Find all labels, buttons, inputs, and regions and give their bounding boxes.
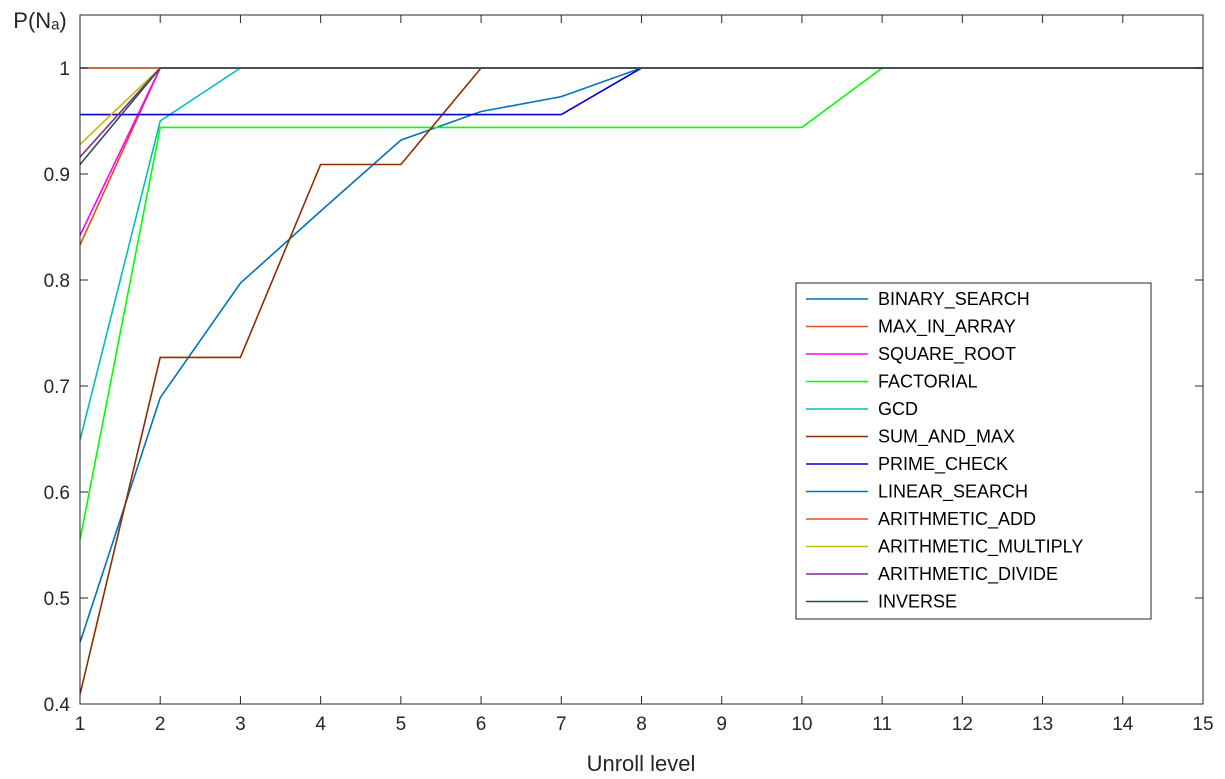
- series-layer: [79, 67, 1203, 695]
- x-tick-label: 14: [1112, 714, 1134, 735]
- series-line-prime-check: [80, 67, 1203, 116]
- x-tick-label: 6: [476, 714, 487, 735]
- x-tick-label: 11: [872, 714, 892, 735]
- y-tick-label: 1: [59, 59, 70, 80]
- series-line-arithmetic-divide: [79, 67, 1203, 158]
- legend-box: [795, 282, 1152, 620]
- y-tick-label: 0.8: [44, 271, 70, 292]
- series-line-inverse: [79, 67, 1203, 166]
- y-tick-label: 0.6: [44, 483, 70, 504]
- legend: BINARY_SEARCH MAX_IN_ARRAY SQUARE_ROOT FACT…: [795, 282, 1152, 620]
- x-tick-label: 5: [396, 714, 407, 735]
- x-tick-label: 12: [952, 714, 973, 735]
- y-tick-label: 0.7: [44, 377, 70, 398]
- y-tick-label: 0.4: [44, 695, 71, 716]
- x-tick-label: 10: [791, 714, 812, 735]
- y-tick-label: 0.9: [44, 165, 70, 186]
- legend-entry-label: GCD: [878, 399, 918, 419]
- x-tick-label: 3: [235, 714, 246, 735]
- legend-entry-label: FACTORIAL: [878, 372, 978, 392]
- x-tick-label: 1: [75, 714, 86, 735]
- series-line-square-root: [79, 67, 1203, 236]
- legend-entry-label: BINARY_SEARCH: [878, 289, 1030, 310]
- x-tick-label: 8: [636, 714, 647, 735]
- x-axis-title: Unroll level: [587, 751, 696, 776]
- x-axis: 1 2 3 4 5 6 7 8 9 10 11 12 13 14 15: [75, 15, 1214, 735]
- legend-entry-label: SUM_AND_MAX: [878, 427, 1015, 448]
- y-tick-label: 0.5: [44, 589, 70, 610]
- x-tick-label: 7: [556, 714, 567, 735]
- legend-entry-label: PRIME_CHECK: [878, 454, 1008, 475]
- legend-entry-label: SQUARE_ROOT: [878, 344, 1016, 365]
- legend-entry-label: MAX_IN_ARRAY: [878, 317, 1016, 338]
- legend-entry-label: ARITHMETIC_MULTIPLY: [878, 537, 1083, 558]
- x-tick-label: 15: [1192, 714, 1213, 735]
- x-tick-label: 4: [315, 714, 326, 735]
- x-tick-label: 13: [1032, 714, 1053, 735]
- legend-entry-label: LINEAR_SEARCH: [878, 482, 1028, 503]
- legend-entry-label: ARITHMETIC_DIVIDE: [878, 564, 1058, 585]
- y-axis-title: P(Nₐ): [13, 8, 66, 33]
- y-axis: 0.4 0.5 0.6 0.7 0.8 0.9 1: [44, 59, 1203, 716]
- legend-entry-label: ARITHMETIC_ADD: [878, 509, 1036, 530]
- series-line-max-in-array: [79, 67, 1203, 246]
- series-line-arithmetic-multiply: [79, 67, 1203, 145]
- legend-entry-label: INVERSE: [878, 592, 957, 612]
- x-tick-label: 9: [716, 714, 727, 735]
- x-tick-label: 2: [155, 714, 166, 735]
